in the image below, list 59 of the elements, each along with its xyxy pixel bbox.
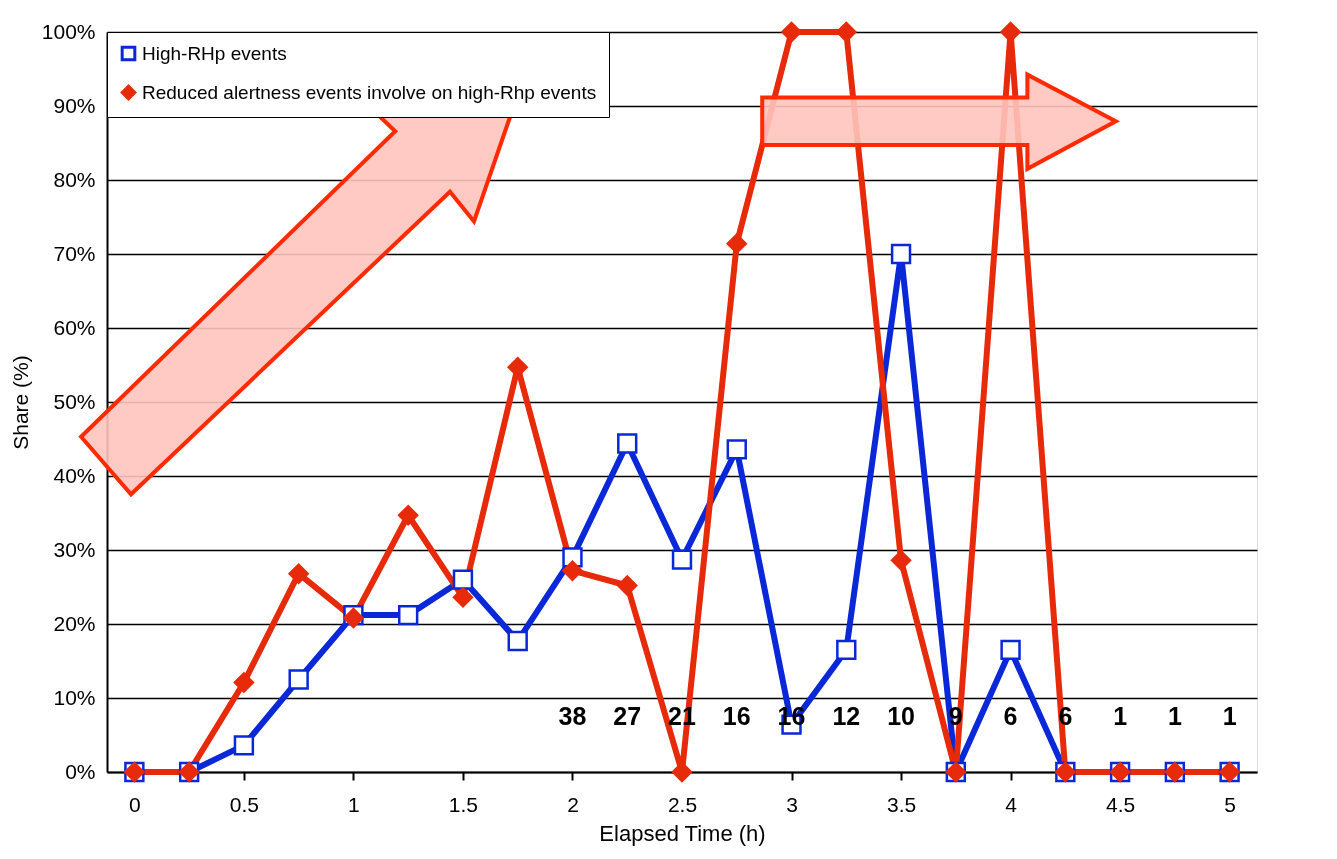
point	[1000, 21, 1021, 43]
point	[617, 575, 638, 596]
y-tick-label: 30%	[53, 537, 96, 561]
point	[781, 21, 802, 43]
x-tick-label: 5	[1224, 792, 1236, 816]
point	[617, 433, 638, 454]
x-tick-label: 3.5	[886, 792, 917, 816]
point	[890, 550, 912, 571]
point	[398, 604, 419, 626]
point	[671, 761, 693, 783]
annotation: 12	[832, 701, 861, 730]
annotation: 9	[948, 701, 963, 730]
point	[726, 233, 747, 254]
y-tick-label: 60%	[53, 315, 96, 339]
x-tick-label: 4.5	[1105, 792, 1136, 816]
x-tick-label: 4	[1005, 792, 1018, 816]
y-tick-label: 100%	[41, 19, 96, 43]
x-tick-label: 0.5	[229, 792, 260, 816]
point	[288, 563, 309, 584]
annotation: 1	[1167, 701, 1182, 730]
x-tick-label: 3	[786, 792, 798, 816]
point	[890, 243, 912, 265]
point	[398, 505, 419, 526]
point	[452, 587, 474, 608]
y-tick-label: 20%	[53, 611, 96, 635]
x-axis-title: Elapsed Time (h)	[599, 820, 766, 846]
point	[233, 735, 255, 756]
x-tick-label: 0	[129, 792, 141, 816]
annotation: 10	[887, 701, 915, 730]
point	[233, 672, 255, 693]
annotation: 27	[613, 701, 642, 730]
y-tick-label: 90%	[53, 93, 96, 117]
point	[1000, 639, 1021, 661]
annotation: 1	[1222, 701, 1237, 730]
y-tick-label: 40%	[53, 463, 96, 487]
point	[288, 669, 309, 690]
point	[452, 569, 474, 590]
annotation: 38	[558, 701, 587, 730]
y-axis-title: Share (%)	[8, 355, 32, 450]
x-tick-label: 2	[567, 792, 579, 816]
y-tick-label: 80%	[53, 167, 96, 191]
legend-label: Reduced alertness events involve on high-Rhp events	[142, 81, 597, 103]
annotation: 1	[1113, 701, 1128, 730]
point	[507, 630, 528, 652]
y-tick-label: 10%	[53, 685, 96, 709]
y-tick-label: 0%	[65, 759, 96, 783]
x-tick-label: 2.5	[667, 792, 698, 816]
point	[671, 549, 693, 570]
y-tick-label: 70%	[53, 241, 96, 265]
point	[836, 21, 857, 43]
y-tick-label: 50%	[53, 389, 96, 413]
point	[836, 639, 857, 661]
x-tick-label: 1	[348, 792, 360, 816]
legend-label: High-RHp events	[142, 42, 287, 64]
point	[726, 439, 747, 460]
x-tick-label: 1.5	[448, 792, 479, 816]
annotation: 6	[1003, 701, 1018, 730]
point	[562, 560, 583, 581]
annotation: 16	[722, 701, 751, 730]
